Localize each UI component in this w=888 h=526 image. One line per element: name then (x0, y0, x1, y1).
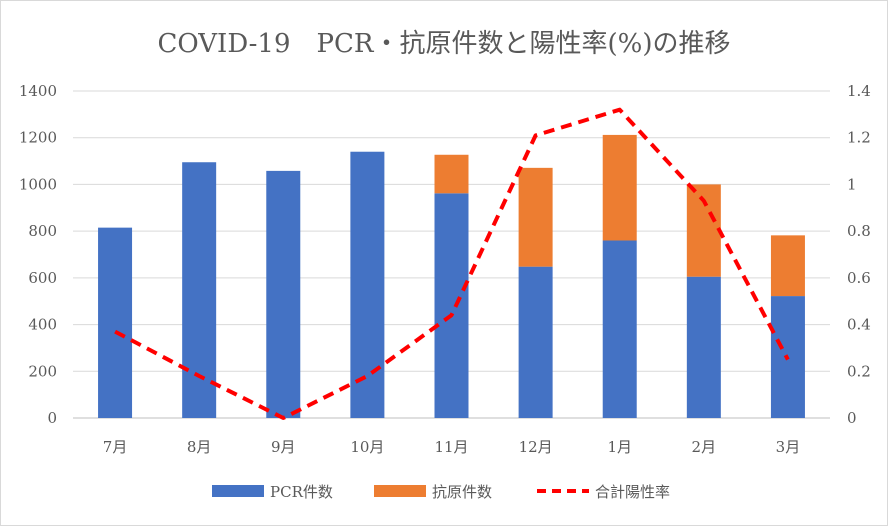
x-tick-label: 3月 (776, 438, 801, 456)
bar-pcr (602, 240, 637, 418)
x-tick-label: 1月 (607, 438, 632, 456)
y-right-tick-label: 0.8 (847, 222, 871, 240)
y-right-tick-label: 1.2 (847, 129, 871, 147)
x-tick-label: 7月 (103, 438, 128, 456)
bar-pcr (518, 266, 553, 418)
y-right-tick-label: 0.4 (847, 316, 871, 334)
line-positivity (114, 107, 790, 420)
bar-series-group (98, 134, 805, 418)
y-left-tick-label: 200 (28, 362, 57, 380)
x-tick-label: 8月 (187, 438, 212, 456)
bar-pcr (98, 227, 133, 418)
y-right-tick-label: 0.6 (847, 269, 871, 287)
bar-pcr (266, 170, 301, 418)
line-series-group (114, 107, 790, 420)
bar-pcr (434, 193, 469, 418)
x-tick-label: 10月 (350, 438, 384, 456)
y-left-tick-label: 1000 (19, 175, 57, 193)
legend-swatch-antigen (374, 485, 426, 497)
y-left-tick-label: 1400 (19, 82, 57, 100)
bar-pcr (686, 276, 721, 418)
y-left-tick-label: 600 (28, 269, 57, 287)
x-tick-label: 11月 (434, 438, 468, 456)
legend-label-antigen: 抗原件数 (432, 483, 492, 501)
bar-antigen (518, 167, 553, 267)
y-left-tick-label: 0 (47, 409, 57, 427)
y-left-tick-label: 800 (28, 222, 57, 240)
bar-antigen (434, 154, 469, 194)
y-right-tick-label: 1.4 (847, 82, 871, 100)
y-right-tick-label: 0 (847, 409, 857, 427)
legend-label-pcr: PCR件数 (270, 483, 333, 501)
legend-swatch-pcr (212, 485, 264, 497)
bar-pcr (182, 162, 217, 418)
legend-label-positivity: 合計陽性率 (595, 483, 670, 501)
bar-pcr (350, 151, 385, 418)
y-right-tick-label: 1 (847, 175, 857, 193)
axis-labels-group: 0 0 200 0.2 400 0.4 600 0.6 800 0.8 1000 1 1200 1.2 14… (19, 82, 871, 456)
chart-title: COVID-19 PCR・抗原件数と陽性率(%)の推移 (158, 29, 731, 59)
y-right-tick-label: 0.2 (847, 362, 871, 380)
y-left-tick-label: 400 (28, 316, 57, 334)
legend: PCR件数 抗原件数 合計陽性率 (212, 483, 670, 501)
y-left-tick-label: 1200 (19, 129, 57, 147)
x-tick-label: 9月 (271, 438, 296, 456)
bar-antigen (602, 134, 637, 241)
x-tick-label: 12月 (519, 438, 553, 456)
bar-antigen (770, 235, 805, 297)
x-tick-label: 2月 (692, 438, 717, 456)
